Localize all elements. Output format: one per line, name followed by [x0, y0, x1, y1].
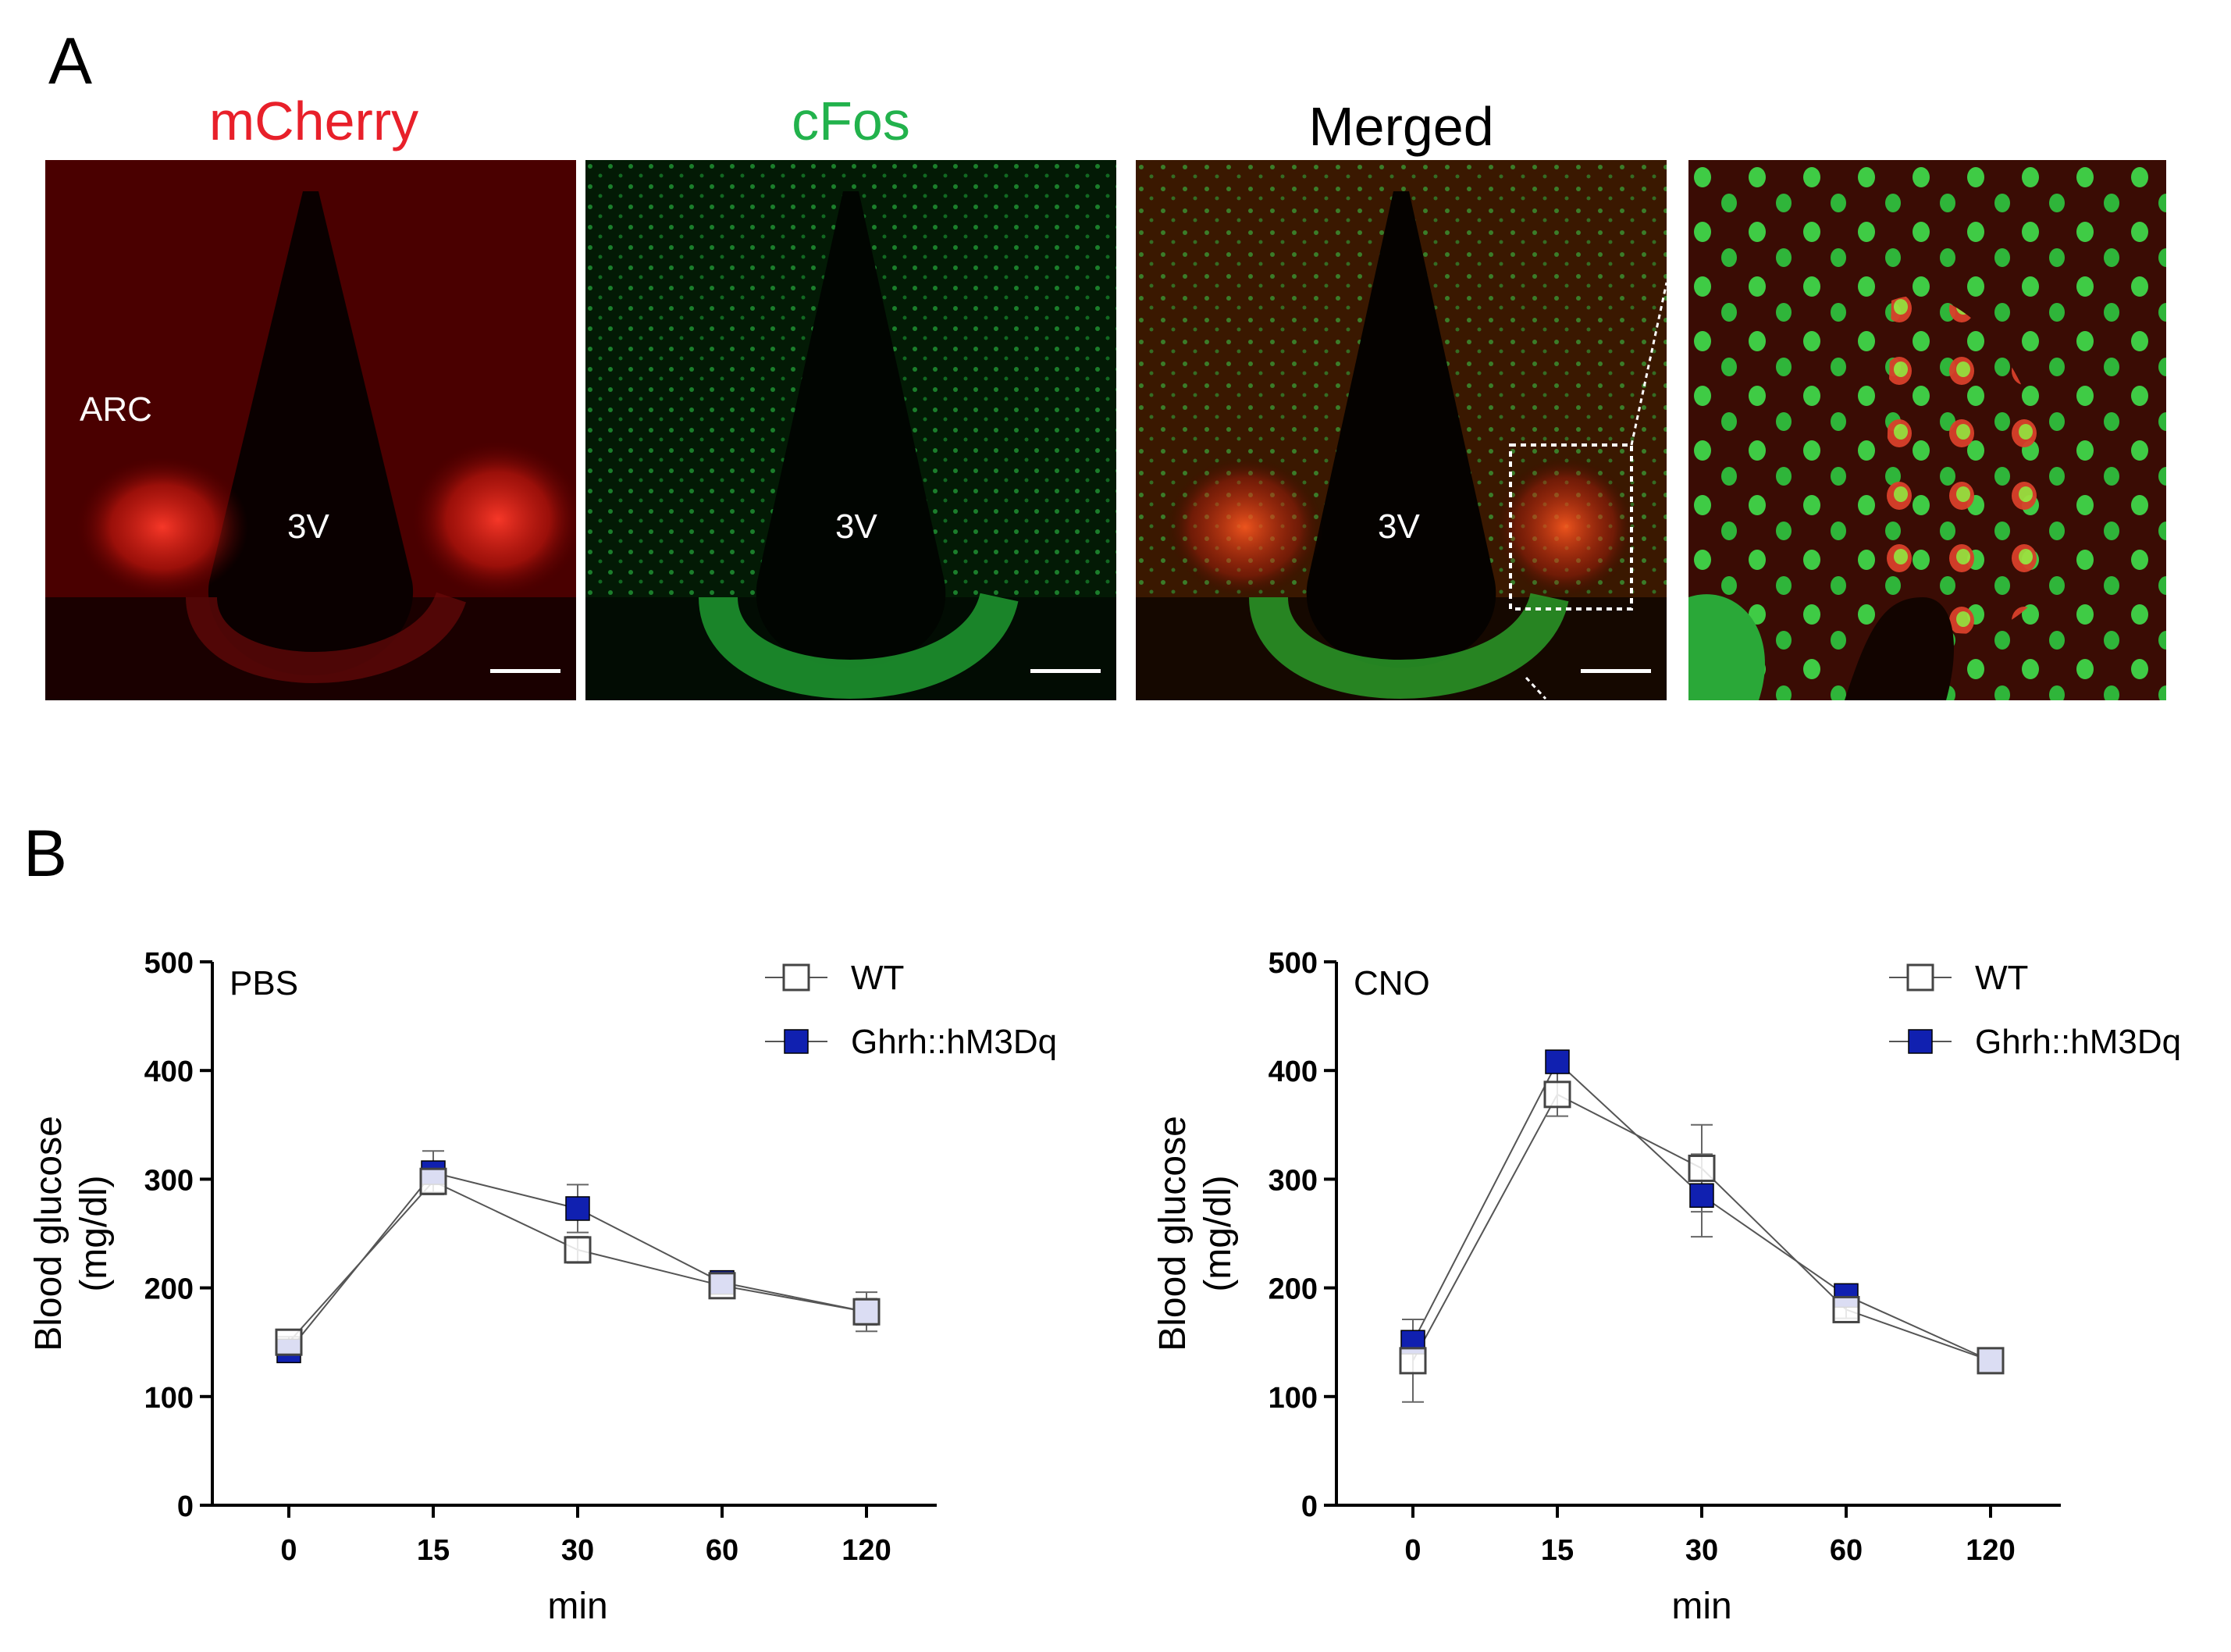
- panel-b-letter: B: [23, 817, 68, 890]
- chart2-marker-open: [1543, 1081, 1571, 1109]
- merged-title: Merged: [1308, 96, 1494, 157]
- chart2-marker-filled: [1545, 1049, 1570, 1074]
- chart1-y-tick-label: 300: [144, 1164, 194, 1197]
- chart2-y-axis-label-line: Blood glucose: [1152, 1116, 1194, 1351]
- chart1-x-tick-label: 15: [417, 1534, 450, 1567]
- 3v-label-cfos: 3V: [835, 507, 877, 546]
- chart1-y-tick-label: 100: [144, 1382, 194, 1415]
- chart2-legend-label: WT: [1975, 959, 2028, 997]
- mcherry-title: mCherry: [208, 91, 419, 151]
- chart2-x-tick-label: 0: [1404, 1534, 1421, 1567]
- chart2-y-tick-label: 300: [1269, 1164, 1318, 1197]
- chart1-y-tick-label: 200: [144, 1273, 194, 1306]
- chart1-marker-open: [564, 1236, 592, 1264]
- chart1-y-axis-label-line: Blood glucose: [28, 1116, 69, 1351]
- chart1-legend-label: WT: [851, 959, 904, 997]
- chart2-marker-open: [1688, 1154, 1716, 1182]
- chart1-marker-open: [419, 1167, 447, 1195]
- chart1-y-tick-label: 400: [144, 1056, 194, 1088]
- pbs-glucose-chart: 0 100 200 300 400 500 0 15 30 60 120 min Blood gluco…: [28, 947, 1057, 1627]
- chart1-x-tick-label: 60: [706, 1534, 738, 1567]
- chart2-legend-label: Ghrh::hM3Dq: [1975, 1023, 2181, 1061]
- chart2-y-axis-label: Blood glucose (mg/dl): [1152, 1116, 1239, 1351]
- chart2-y-tick-label: 200: [1269, 1273, 1318, 1306]
- chart2-marker-open: [1977, 1347, 2005, 1375]
- chart2-legend-marker: [1906, 963, 1934, 992]
- chart2-x-tick-label: 30: [1685, 1534, 1718, 1567]
- chart2-x-tick-label: 15: [1541, 1534, 1574, 1567]
- chart1-x-tick-label: 30: [561, 1534, 594, 1567]
- 3v-label-mcherry: 3V: [287, 507, 329, 546]
- chart1-marker-open: [275, 1328, 303, 1356]
- chart1-legend-marker: [782, 963, 810, 992]
- 3v-label-merged: 3V: [1378, 507, 1420, 546]
- chart2-title: CNO: [1354, 964, 1430, 1002]
- chart2-marker-filled: [1689, 1183, 1714, 1209]
- cfos-title: cFos: [792, 91, 910, 151]
- chart2-y-tick-label: 100: [1269, 1382, 1318, 1415]
- chart1-x-axis-label: min: [547, 1586, 607, 1627]
- chart2-y-tick-label: 500: [1269, 947, 1318, 980]
- chart1-legend-label: Ghrh::hM3Dq: [851, 1023, 1057, 1061]
- mcherry-micrograph: ARC 3V: [45, 160, 576, 700]
- chart2-y-tick-label: 0: [1301, 1490, 1318, 1523]
- chart1-y-tick-label: 500: [144, 947, 194, 980]
- chart2-legend-marker: [1908, 1029, 1933, 1054]
- merged-micrograph: 3V: [1136, 160, 1667, 700]
- zoomed-micrograph: [1688, 160, 2166, 700]
- chart2-marker-open: [1832, 1295, 1860, 1323]
- cno-glucose-chart: 0 100 200 300 400 500 0 15 30 60 120 min Blood gluco…: [1152, 947, 2181, 1627]
- chart1-y-axis-label-line: (mg/dl): [73, 1175, 115, 1291]
- chart1-x-tick-label: 120: [842, 1534, 891, 1567]
- chart1-legend-marker: [784, 1029, 809, 1054]
- chart1-y-tick-label: 0: [177, 1490, 194, 1523]
- chart1-x-tick-label: 0: [280, 1534, 297, 1567]
- chart1-title: PBS: [230, 964, 298, 1002]
- chart1-marker-open: [708, 1272, 736, 1300]
- chart2-y-tick-label: 400: [1269, 1056, 1318, 1088]
- cfos-micrograph: 3V: [585, 160, 1116, 700]
- chart2-y-axis-label-line: (mg/dl): [1197, 1175, 1239, 1291]
- chart2-x-tick-label: 120: [1966, 1534, 2015, 1567]
- arc-label: ARC: [80, 390, 152, 429]
- chart2-x-tick-label: 60: [1830, 1534, 1863, 1567]
- chart2-x-axis-label: min: [1671, 1586, 1731, 1627]
- chart1-y-axis-label: Blood glucose (mg/dl): [28, 1116, 115, 1351]
- chart1-marker-open: [852, 1298, 881, 1326]
- panel-a-letter: A: [48, 24, 93, 98]
- chart2-marker-open: [1399, 1347, 1427, 1375]
- chart1-marker-filled: [565, 1196, 590, 1221]
